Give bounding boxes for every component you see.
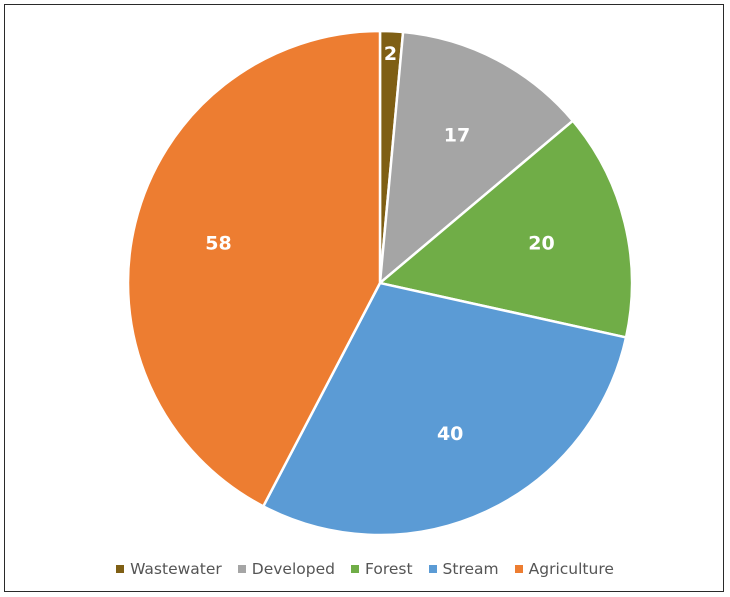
pie-data-labels: 2 17 20 40 58 xyxy=(205,43,554,445)
legend-label-stream: Stream xyxy=(442,560,499,578)
legend-swatch-forest xyxy=(350,565,359,573)
legend-item-developed: Developed xyxy=(237,560,335,578)
legend-swatch-developed xyxy=(237,565,246,573)
slice-forest xyxy=(378,119,634,339)
legend-item-forest: Forest xyxy=(350,560,413,578)
legend-swatch-wastewater xyxy=(116,565,125,573)
legend-item-wastewater: Wastewater xyxy=(116,560,222,578)
legend-label-wastewater: Wastewater xyxy=(130,560,222,578)
legend-label-forest: Forest xyxy=(364,560,413,578)
legend-label-developed: Developed xyxy=(251,560,335,578)
legend-swatch-agriculture xyxy=(514,565,523,573)
data-label-developed: 17 xyxy=(444,125,470,147)
data-label-forest: 20 xyxy=(528,232,554,254)
legend-label-agriculture: Agriculture xyxy=(528,560,614,578)
slice-developed xyxy=(378,30,575,285)
slice-agriculture xyxy=(126,29,382,508)
legend-swatch-stream xyxy=(428,565,437,573)
legend-item-stream: Stream xyxy=(428,560,499,578)
pie-slices xyxy=(126,29,634,537)
data-label-stream: 40 xyxy=(437,423,463,445)
slice-stream xyxy=(262,281,628,537)
chart-legend: Wastewater Developed Forest Stream Agricultu… xyxy=(0,560,730,578)
legend-item-agriculture: Agriculture xyxy=(514,560,614,578)
data-label-wastewater: 2 xyxy=(384,43,397,65)
data-label-agriculture: 58 xyxy=(205,232,231,254)
